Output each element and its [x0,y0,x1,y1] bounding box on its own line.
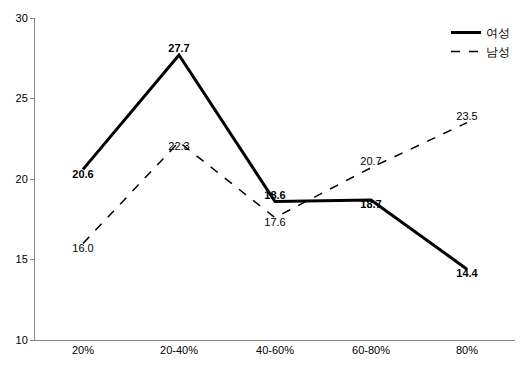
svg-text:20.7: 20.7 [360,155,381,167]
svg-text:25: 25 [16,92,28,104]
svg-text:14.4: 14.4 [456,267,478,279]
svg-text:60-80%: 60-80% [352,344,390,356]
svg-text:18.6: 18.6 [264,189,285,201]
svg-text:15: 15 [16,253,28,265]
svg-text:40-60%: 40-60% [256,344,294,356]
svg-text:27.7: 27.7 [168,42,189,54]
svg-text:남성: 남성 [486,45,510,59]
svg-text:80%: 80% [456,344,478,356]
svg-text:20-40%: 20-40% [160,344,198,356]
svg-text:18.7: 18.7 [360,198,381,210]
svg-text:20%: 20% [72,344,94,356]
svg-text:30: 30 [16,12,28,24]
svg-text:10: 10 [16,334,28,346]
svg-text:23.5: 23.5 [456,110,477,122]
svg-text:20: 20 [16,173,28,185]
svg-text:22.3: 22.3 [168,140,189,152]
svg-text:여성: 여성 [486,26,510,40]
svg-text:16.0: 16.0 [72,242,93,254]
svg-text:20.6: 20.6 [72,168,93,180]
svg-text:17.6: 17.6 [264,216,285,228]
